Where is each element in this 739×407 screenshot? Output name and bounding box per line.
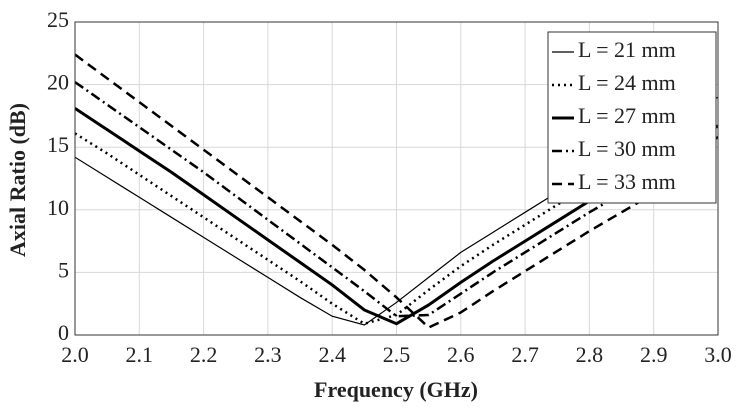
x-tick-label: 2.9	[640, 342, 668, 367]
x-axis-label: Frequency (GHz)	[314, 377, 478, 402]
series-line	[75, 53, 718, 329]
x-tick-label: 2.1	[126, 342, 154, 367]
y-tick-label: 15	[47, 132, 69, 157]
x-tick-label: 2.2	[190, 342, 218, 367]
x-tick-label: 2.0	[61, 342, 89, 367]
y-tick-label: 0	[58, 320, 69, 345]
legend-label: L = 33 mm	[578, 169, 676, 194]
y-tick-label: 25	[47, 7, 69, 32]
y-axis-label: Axial Ratio (dB)	[5, 103, 30, 257]
axes-frame	[74, 21, 719, 336]
x-tick-label: 2.8	[576, 342, 604, 367]
y-tick-label: 5	[58, 257, 69, 282]
x-tick-label: 2.7	[511, 342, 539, 367]
x-tick-label: 2.6	[447, 342, 475, 367]
legend-label: L = 30 mm	[578, 136, 676, 161]
y-tick-label: 20	[47, 70, 69, 95]
y-tick-label: 10	[47, 195, 69, 220]
legend-label: L = 27 mm	[578, 103, 676, 128]
x-tick-label: 2.3	[254, 342, 282, 367]
x-tick-label: 2.4	[318, 342, 346, 367]
legend-label: L = 24 mm	[578, 70, 676, 95]
legend-label: L = 21 mm	[578, 37, 676, 62]
legend-box	[547, 31, 717, 204]
x-tick-label: 2.5	[383, 342, 411, 367]
x-tick-label: 3.0	[704, 342, 732, 367]
